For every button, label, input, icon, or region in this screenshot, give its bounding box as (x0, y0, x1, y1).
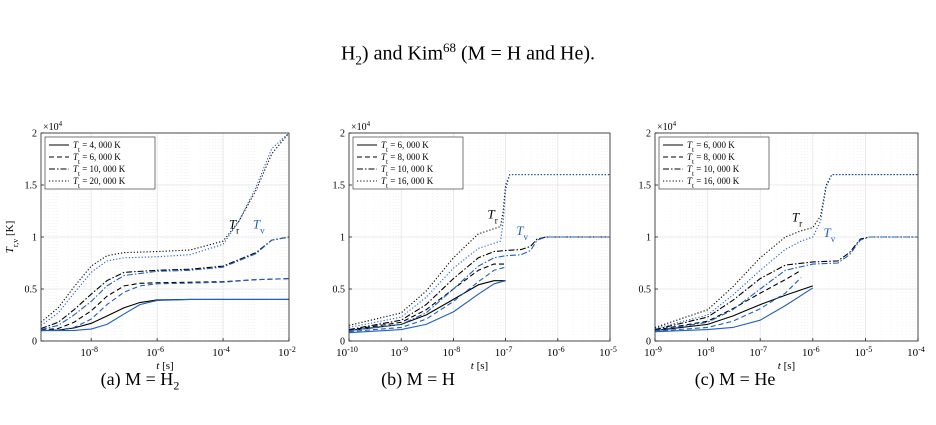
y-tick-label: 0.5 (25, 285, 38, 296)
legend-box (658, 136, 770, 190)
chart-panel-1: 10-8 10-6 10-4 10-2 0 0.5 1 1.5 2 ×104 t [s] Tr,v [… (4, 120, 296, 372)
x-axis-label: t [s] (778, 360, 795, 372)
annotation-T-r: Tr (792, 209, 802, 228)
x-tick-label: 10-4 (212, 345, 230, 360)
y-tick-label: 0.5 (639, 285, 652, 296)
annotation-T-r: Tr (487, 206, 497, 225)
caption-b-text: (b) M = H (381, 369, 455, 389)
x-tick-label: 10-8 (697, 345, 715, 360)
x-tick-label: 10-9 (644, 345, 662, 360)
y-tick-label: 2 (646, 129, 651, 140)
series-line-vib-dashdot (40, 236, 290, 331)
y-tick-label: 0 (32, 337, 37, 348)
y-exponent-label: ×104 (657, 120, 677, 133)
legend-entry: Tt = 16, 000 K (381, 176, 434, 190)
caption-a: (a) M = H2 (40, 369, 240, 394)
legend-entry: Tt = 6, 000 K (73, 152, 121, 166)
legend-entry: Tt = 6, 000 K (687, 140, 735, 154)
series-line-vib-dashed (40, 278, 290, 332)
series-line-vib-dotted (654, 174, 918, 330)
caption-b: (b) M = H (318, 369, 518, 394)
legend-entry: Tt = 10, 000 K (687, 164, 740, 178)
series-line-rot-solid (654, 285, 813, 332)
header-part3: (M = H and He). (456, 42, 596, 65)
series-line-rot-dotted (654, 174, 918, 329)
series-line-rot-dashdot (654, 236, 918, 331)
caption-c: (c) M = He (635, 369, 835, 394)
header-sup: 68 (443, 40, 456, 55)
x-tick-label: 10-6 (146, 345, 164, 360)
series-line-vib-dotted (348, 174, 610, 329)
y-tick-label: 1 (646, 233, 651, 244)
series-line-vib-solid (41, 298, 289, 332)
y-tick-label: 1.5 (333, 181, 346, 192)
annotation-T-v: Tv (824, 225, 836, 244)
legend-box (352, 136, 464, 190)
series-line-rot-dashdot (40, 236, 290, 330)
x-tick-label: 10-6 (547, 345, 565, 360)
x-tick-label: 10-5 (855, 345, 873, 360)
y-exponent-label: ×104 (43, 120, 63, 133)
header-part1: H (340, 42, 356, 65)
series-line-vib-dashdot (654, 236, 918, 332)
x-tick-label: 10-9 (390, 345, 408, 360)
series-line-vib-dashed (654, 277, 802, 332)
legend-entry: Tt = 10, 000 K (381, 164, 434, 178)
x-axis-label: t [s] (156, 360, 173, 372)
header-part2: ) and Kim (361, 42, 443, 65)
annotation-T-r: Tr (229, 217, 239, 236)
series-line-vib-solid (654, 287, 814, 333)
series-line-vib-dashed (348, 266, 506, 333)
y-axis-label: Tr,v [K] (4, 221, 20, 254)
x-tick-label: 10-6 (802, 345, 820, 360)
x-tick-label: 10-7 (495, 345, 513, 360)
series-line-rot-dashed (40, 278, 290, 331)
y-tick-label: 0.5 (333, 285, 346, 296)
series-line-rot-dashdot (348, 236, 610, 331)
legend-entry: Tt = 10, 000 K (73, 164, 126, 178)
y-tick-label: 2 (32, 129, 37, 140)
x-tick-label: 10-5 (599, 345, 617, 360)
legend-entry: Tt = 4, 000 K (73, 140, 121, 154)
x-tick-label: 10-2 (278, 345, 296, 360)
legend-entry: Tt = 8, 000 K (381, 152, 429, 166)
series-line-rot-dotted (348, 174, 610, 326)
series-line-rot-dashed (654, 269, 802, 331)
legend-entry: Tt = 6, 000 K (381, 140, 429, 154)
series-line-vib-solid (348, 280, 506, 334)
legend-entry: Tt = 16, 000 K (687, 176, 740, 190)
y-tick-label: 1.5 (639, 181, 652, 192)
y-tick-label: 1.5 (25, 181, 38, 192)
legend-entry: Tt = 20, 000 K (73, 176, 126, 190)
annotation-T-v: Tv (253, 217, 265, 236)
series-line-rot-dashed (348, 263, 506, 331)
caption-c-text: (c) M = He (694, 369, 776, 389)
annotation-T-v: Tv (516, 223, 528, 242)
caption-a-sub: 2 (173, 378, 180, 393)
chart-panel-2: 10-10 10-9 10-8 10-7 10-6 10-5 0 0.5 1 1.5 2 ×104 t … (333, 120, 617, 372)
x-tick-label: 10-8 (80, 345, 98, 360)
x-axis-label: t [s] (471, 360, 488, 372)
header-sub: 2 (355, 52, 362, 68)
caption-a-text: (a) M = H (100, 369, 174, 389)
legend-entry: Tt = 8, 000 K (687, 152, 735, 166)
series-line-vib-dashdot (348, 236, 610, 332)
y-tick-label: 2 (340, 129, 345, 140)
chart-panel-3: 10-9 10-8 10-7 10-6 10-5 10-4 0 0.5 1 1.5 2 ×104 t [… (639, 120, 925, 372)
y-exponent-label: ×104 (351, 120, 371, 133)
series-line-rot-solid (348, 280, 506, 332)
header-text: H2) and Kim68 (M = H and He). (0, 40, 936, 69)
series-line-rot-dotted (40, 132, 290, 323)
legend-box (44, 136, 156, 190)
y-tick-label: 1 (32, 233, 37, 244)
y-tick-label: 0 (646, 337, 651, 348)
x-tick-label: 10-8 (443, 345, 461, 360)
x-tick-label: 10-10 (336, 345, 358, 360)
y-tick-label: 1 (340, 233, 345, 244)
y-tick-label: 0 (340, 337, 345, 348)
x-tick-label: 10-7 (749, 345, 767, 360)
x-tick-label: 10-4 (907, 345, 925, 360)
